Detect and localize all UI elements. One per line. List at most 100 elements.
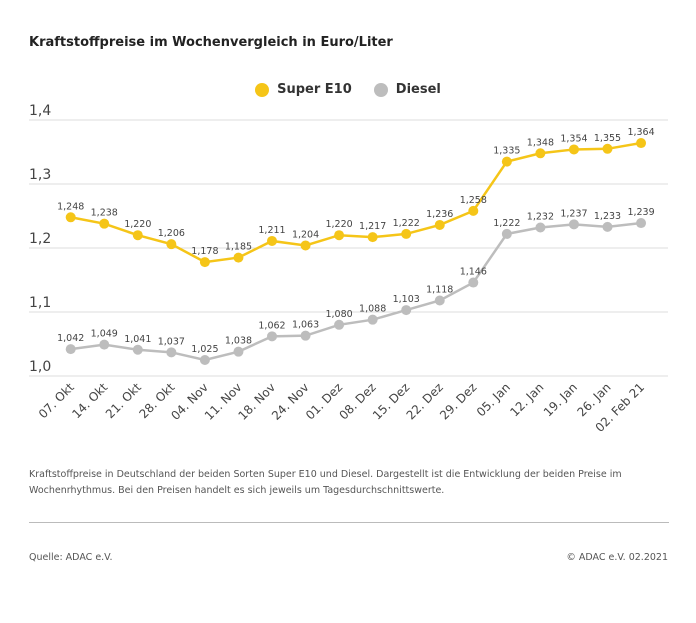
data-point: [233, 346, 244, 357]
data-label: 1,178: [191, 246, 218, 257]
data-point: [233, 252, 244, 263]
data-point: [434, 219, 445, 230]
y-tick-label: 1,1: [29, 295, 51, 311]
x-tick-label: 29. Dez: [437, 380, 479, 422]
data-point: [300, 330, 311, 341]
data-point: [132, 230, 143, 241]
y-tick-label: 1,4: [29, 103, 51, 119]
data-label: 1,238: [91, 208, 118, 219]
data-point: [334, 319, 345, 330]
legend-swatch-diesel: [373, 82, 388, 97]
data-label: 1,146: [460, 267, 487, 278]
legend: Super E10 Diesel: [0, 82, 696, 97]
legend-swatch-super-e10: [255, 82, 270, 97]
data-point: [199, 257, 210, 268]
data-label: 1,185: [225, 242, 252, 253]
divider: [29, 522, 669, 523]
data-label: 1,237: [560, 208, 587, 219]
data-point: [401, 305, 412, 316]
legend-label: Super E10: [277, 82, 352, 97]
data-label: 1,354: [560, 133, 587, 144]
data-point: [535, 148, 546, 159]
data-label: 1,042: [57, 333, 84, 344]
data-point: [367, 314, 378, 325]
data-label: 1,220: [124, 219, 151, 230]
data-point: [468, 205, 479, 216]
legend-item-diesel: Diesel: [373, 82, 441, 97]
data-label: 1,217: [359, 221, 386, 232]
x-tick-label: 14. Okt: [69, 380, 110, 421]
chart-title: Kraftstoffpreise im Wochenvergleich in E…: [29, 35, 393, 50]
copyright: © ADAC e.V. 02.2021: [566, 552, 668, 563]
data-label: 1,233: [594, 211, 621, 222]
y-tick-label: 1,0: [29, 359, 51, 375]
data-label: 1,248: [57, 201, 84, 212]
data-point: [468, 277, 479, 288]
data-label: 1,118: [426, 284, 453, 295]
data-label: 1,037: [158, 336, 185, 347]
series-line-diesel: [70, 221, 642, 362]
data-point: [99, 218, 110, 229]
data-label: 1,204: [292, 229, 319, 240]
y-tick-label: 1,3: [29, 167, 51, 183]
data-label: 1,364: [627, 127, 654, 138]
data-label: 1,049: [91, 329, 118, 340]
data-point: [199, 355, 210, 365]
data-point: [65, 212, 76, 223]
caption: Kraftstoffpreise in Deutschland der beid…: [29, 469, 622, 496]
data-point: [99, 339, 110, 350]
data-point: [166, 347, 177, 358]
data-point: [334, 230, 345, 241]
data-point: [602, 143, 613, 154]
x-tick-label: 24. Nov: [269, 380, 312, 423]
data-point: [568, 144, 579, 155]
data-point: [535, 222, 546, 233]
data-point: [636, 138, 647, 149]
data-label: 1,041: [124, 334, 151, 345]
data-point: [636, 218, 647, 229]
x-tick-label: 07. Okt: [36, 380, 77, 421]
data-label: 1,062: [258, 320, 285, 331]
series-line-super-e10: [70, 141, 642, 264]
data-point: [568, 219, 579, 230]
data-label: 1,258: [460, 195, 487, 206]
data-label: 1,335: [493, 146, 520, 157]
data-label: 1,103: [393, 294, 420, 305]
data-label: 1,355: [594, 133, 621, 144]
data-label: 1,206: [158, 228, 185, 239]
data-label: 1,222: [393, 218, 420, 229]
legend-label: Diesel: [395, 82, 441, 97]
x-tick-label: 12. Jan: [507, 380, 546, 419]
data-point: [267, 235, 277, 246]
x-tick-label: 19. Jan: [541, 380, 580, 419]
data-label: 1,063: [292, 320, 319, 331]
data-label: 1,088: [359, 304, 386, 315]
data-label: 1,232: [527, 212, 554, 223]
data-label: 1,222: [493, 218, 520, 229]
data-point: [300, 240, 311, 251]
data-point: [267, 331, 277, 342]
data-label: 1,236: [426, 209, 453, 220]
data-point: [65, 344, 76, 355]
data-point: [501, 156, 512, 167]
data-point: [501, 228, 512, 239]
data-label: 1,239: [627, 207, 654, 218]
data-point: [367, 232, 378, 243]
data-label: 1,025: [191, 344, 218, 355]
data-label: 1,038: [225, 336, 252, 347]
x-tick-label: 05. Jan: [474, 380, 513, 419]
data-point: [434, 295, 445, 306]
data-point: [401, 228, 412, 239]
data-point: [132, 344, 143, 355]
data-label: 1,220: [325, 219, 352, 230]
legend-item-super-e10: Super E10: [255, 82, 352, 97]
data-label: 1,348: [527, 137, 554, 148]
data-point: [602, 221, 613, 232]
data-point: [166, 239, 177, 250]
data-label: 1,080: [325, 309, 352, 320]
y-tick-label: 1,2: [29, 231, 51, 247]
source: Quelle: ADAC e.V.: [29, 552, 113, 563]
data-label: 1,211: [258, 225, 285, 236]
